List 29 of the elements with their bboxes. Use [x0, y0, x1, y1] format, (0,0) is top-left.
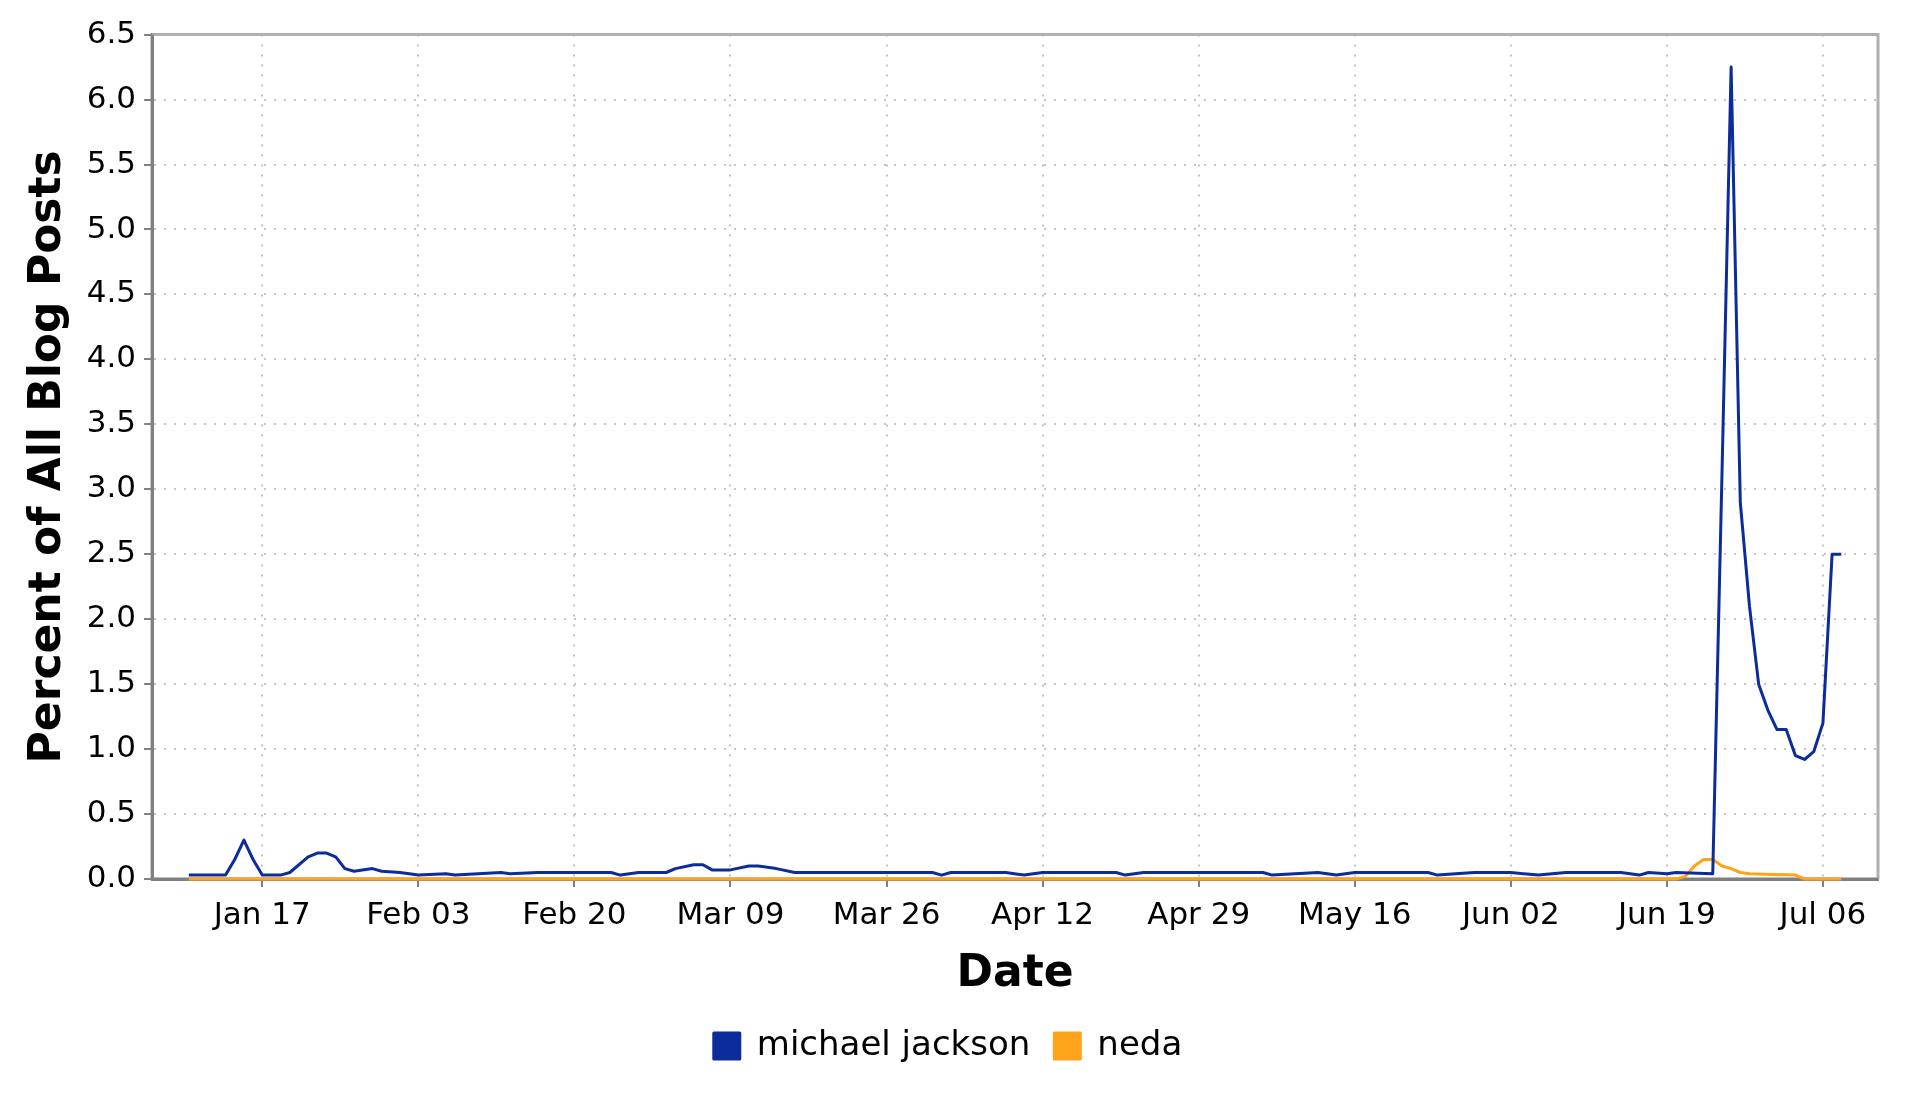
y-tick-label: 2.5 — [86, 533, 137, 570]
legend-label: michael jackson — [756, 1022, 1031, 1063]
x-tick-label: Jul 06 — [1777, 894, 1867, 931]
y-tick-label: 6.5 — [86, 13, 137, 50]
x-tick-label: Mar 26 — [832, 894, 941, 931]
x-tick-label: Apr 12 — [991, 894, 1095, 931]
x-tick-label: Jun 19 — [1615, 894, 1716, 931]
y-tick-label: 1.0 — [86, 728, 137, 765]
x-tick-label: Jun 02 — [1459, 894, 1560, 931]
y-tick-label: 5.0 — [86, 208, 137, 245]
legend-label: neda — [1097, 1022, 1183, 1063]
y-tick-label: 5.5 — [86, 143, 137, 180]
y-tick-label: 4.0 — [86, 338, 137, 375]
x-tick-label: Feb 03 — [366, 894, 471, 931]
y-axis-title: Percent of All Blog Posts — [18, 150, 70, 764]
y-tick-label: 2.0 — [86, 598, 137, 635]
y-tick-label: 0.5 — [86, 793, 137, 830]
y-tick-label: 3.0 — [86, 468, 137, 505]
y-tick-label: 4.5 — [86, 273, 137, 310]
x-tick-label: May 16 — [1298, 894, 1412, 931]
x-tick-label: Apr 29 — [1147, 894, 1251, 931]
x-axis-title: Date — [956, 945, 1074, 997]
y-tick-label: 1.5 — [86, 663, 137, 700]
y-tick-label: 0.0 — [86, 858, 137, 895]
x-tick-label: Jan 17 — [211, 894, 311, 931]
y-tick-label: 3.5 — [86, 403, 137, 440]
x-tick-label: Feb 20 — [522, 894, 627, 931]
x-tick-label: Mar 09 — [676, 894, 785, 931]
y-tick-label: 6.0 — [86, 78, 137, 115]
